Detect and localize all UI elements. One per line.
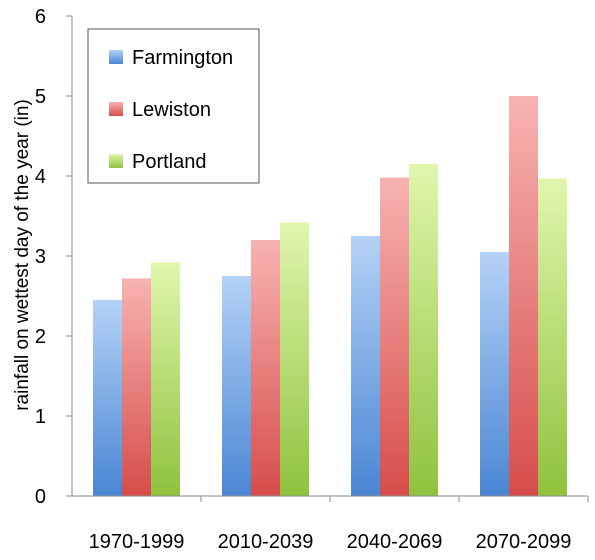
legend-swatch-portland xyxy=(109,154,123,168)
bar-portland-2040-2069 xyxy=(409,164,438,496)
x-category-label: 1970-1999 xyxy=(89,531,185,553)
bar-portland-2070-2099 xyxy=(538,178,567,496)
bar-lewiston-1970-1999 xyxy=(122,278,151,496)
bar-lewiston-2070-2099 xyxy=(509,96,538,496)
x-category-label: 2070-2099 xyxy=(476,531,572,553)
bar-lewiston-2040-2069 xyxy=(380,177,409,496)
bar-portland-2010-2039 xyxy=(280,222,309,496)
legend-swatch-farmington xyxy=(109,50,123,64)
y-tick-label: 0 xyxy=(35,486,46,508)
y-tick-label: 2 xyxy=(35,326,46,348)
bar-farmington-1970-1999 xyxy=(93,300,122,496)
y-tick-label: 5 xyxy=(35,86,46,108)
legend-swatch-lewiston xyxy=(109,102,123,116)
bar-farmington-2040-2069 xyxy=(351,236,380,496)
bar-farmington-2070-2099 xyxy=(480,252,509,496)
x-category-label: 2010-2039 xyxy=(218,531,314,553)
y-tick-label: 1 xyxy=(35,406,46,428)
y-tick-label: 3 xyxy=(35,246,46,268)
y-tick-label: 6 xyxy=(35,6,46,28)
y-axis-label: rainfall on wettest day of the year (in) xyxy=(12,99,33,411)
bar-farmington-2010-2039 xyxy=(222,276,251,496)
legend-label-portland: Portland xyxy=(132,151,207,173)
bar-portland-1970-1999 xyxy=(151,262,180,496)
legend-label-farmington: Farmington xyxy=(132,47,233,69)
x-category-label: 2040-2069 xyxy=(347,531,443,553)
y-tick-label: 4 xyxy=(35,166,46,188)
legend-label-lewiston: Lewiston xyxy=(132,99,211,121)
legend: Farmington Lewiston Portland xyxy=(87,28,260,184)
bar-lewiston-2010-2039 xyxy=(251,240,280,496)
